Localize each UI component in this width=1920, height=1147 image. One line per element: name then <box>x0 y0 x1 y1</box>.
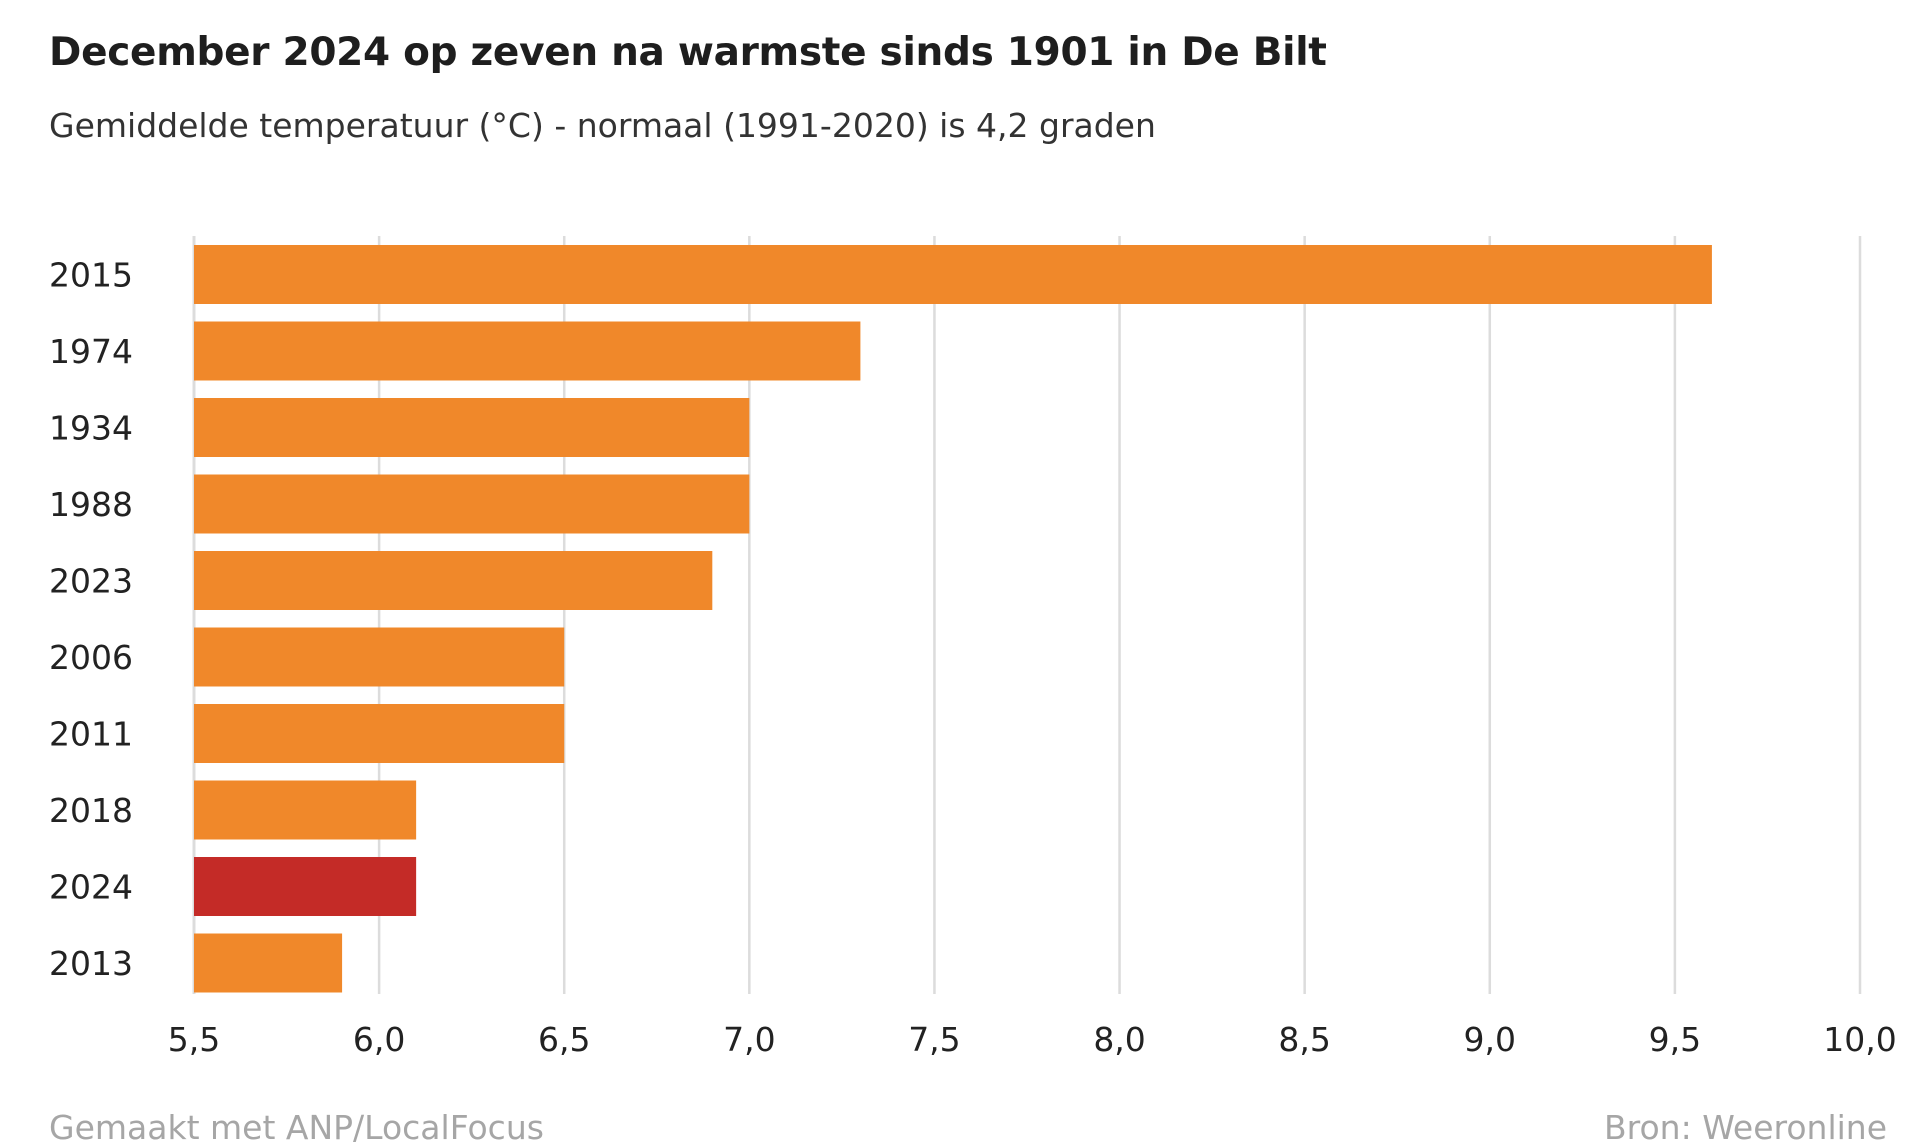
x-tick-label: 9,5 <box>1649 1020 1701 1059</box>
category-label: 2024 <box>49 868 133 907</box>
x-tick-label: 6,0 <box>353 1020 405 1059</box>
bar-highlight <box>194 857 417 916</box>
chart-subtitle: Gemiddelde temperatuur (°C) - normaal (1… <box>49 106 1156 145</box>
x-tick-label: 7,0 <box>723 1020 775 1059</box>
source-text: Bron: Weeronline <box>1604 1108 1887 1147</box>
bar <box>194 321 861 381</box>
bar <box>194 627 565 687</box>
x-tick-labels: 5,5 6,0 6,5 7,0 7,5 8,0 8,5 9,0 9,5 10,0 <box>168 1020 1897 1059</box>
category-label: 2023 <box>49 562 133 601</box>
bar <box>194 474 750 534</box>
x-tick-label: 8,5 <box>1278 1020 1330 1059</box>
bar <box>194 780 417 840</box>
category-label: 2011 <box>49 715 133 754</box>
x-tick-label: 10,0 <box>1823 1020 1896 1059</box>
bar <box>194 704 565 763</box>
credit-text: Gemaakt met ANP/LocalFocus <box>49 1108 544 1147</box>
category-label: 1974 <box>49 332 133 371</box>
bar <box>194 551 713 610</box>
bar <box>194 398 750 457</box>
bars <box>194 245 1712 993</box>
x-tick-label: 8,0 <box>1093 1020 1145 1059</box>
category-label: 2006 <box>49 638 133 677</box>
x-tick-label: 9,0 <box>1464 1020 1516 1059</box>
category-label: 2018 <box>49 791 133 830</box>
category-label: 1934 <box>49 409 133 448</box>
category-label: 2015 <box>49 256 133 295</box>
x-tick-label: 6,5 <box>538 1020 590 1059</box>
x-tick-label: 7,5 <box>908 1020 960 1059</box>
bar <box>194 245 1712 304</box>
category-label: 1988 <box>49 485 133 524</box>
category-labels: 2015 1974 1934 1988 2023 2006 2011 2018 2024 2013 <box>49 256 133 984</box>
category-label: 2013 <box>49 944 133 983</box>
bar <box>194 933 343 993</box>
x-tick-label: 5,5 <box>168 1020 220 1059</box>
chart-title: December 2024 op zeven na warmste sinds … <box>49 30 1327 75</box>
